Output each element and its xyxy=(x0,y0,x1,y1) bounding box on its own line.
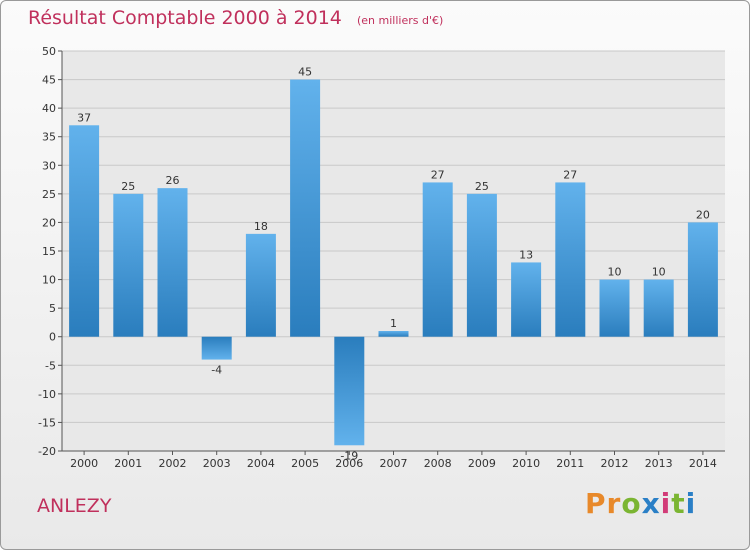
logo-letter: x xyxy=(641,487,661,520)
data-label: 20 xyxy=(696,208,710,221)
logo-letter: r xyxy=(606,487,622,520)
data-label: 13 xyxy=(519,248,533,261)
y-tick-label: 20 xyxy=(42,216,56,229)
y-tick-label: -15 xyxy=(38,416,56,429)
y-tick-label: -10 xyxy=(38,388,56,401)
logo-letter: i xyxy=(685,487,697,520)
x-tick-label: 2010 xyxy=(512,457,540,470)
x-tick-label: 2009 xyxy=(468,457,496,470)
y-tick-label: 50 xyxy=(42,45,56,58)
y-tick-label: 35 xyxy=(42,131,56,144)
chart-title: Résultat Comptable 2000 à 2014 xyxy=(28,7,342,29)
x-tick-label: 2012 xyxy=(601,457,629,470)
data-label: 45 xyxy=(298,66,312,79)
bar xyxy=(245,233,276,337)
bar xyxy=(599,279,630,337)
x-tick-label: 2000 xyxy=(70,457,98,470)
x-tick-label: 2004 xyxy=(247,457,275,470)
chart-unit: (en milliers d'€) xyxy=(356,14,444,27)
x-tick-label: 2011 xyxy=(556,457,584,470)
bar xyxy=(511,262,542,337)
x-tick-label: 2008 xyxy=(424,457,452,470)
y-tick-label: 40 xyxy=(42,102,56,115)
y-tick-label: 45 xyxy=(42,74,56,87)
x-tick-label: 2002 xyxy=(159,457,187,470)
data-label: 27 xyxy=(431,168,445,181)
bar xyxy=(157,188,188,337)
town-name: ANLEZY xyxy=(37,495,112,517)
x-tick-label: 2007 xyxy=(380,457,408,470)
y-tick-label: -20 xyxy=(38,445,56,458)
y-tick-label: 15 xyxy=(42,245,56,258)
y-tick-label: 25 xyxy=(42,188,56,201)
bar xyxy=(69,125,100,337)
data-label: -4 xyxy=(211,364,222,377)
x-tick-label: 2001 xyxy=(114,457,142,470)
bar xyxy=(378,331,409,337)
x-tick-label: 2005 xyxy=(291,457,319,470)
y-tick-label: 10 xyxy=(42,274,56,287)
bar xyxy=(290,79,321,337)
logo-letter: o xyxy=(621,487,642,520)
bar xyxy=(113,193,144,337)
logo-letter: i xyxy=(660,487,672,520)
data-label: 26 xyxy=(166,174,180,187)
data-label: 37 xyxy=(77,111,91,124)
x-tick-label: 2013 xyxy=(645,457,673,470)
bar xyxy=(201,336,232,360)
logo-letter: P xyxy=(585,487,607,520)
y-tick-label: 5 xyxy=(49,302,56,315)
bar xyxy=(555,182,586,337)
data-label: -19 xyxy=(340,449,358,462)
data-label: 25 xyxy=(121,180,135,193)
x-tick-label: 2003 xyxy=(203,457,231,470)
x-tick-label: 2006 xyxy=(335,457,363,470)
data-label: 27 xyxy=(563,168,577,181)
data-label: 1 xyxy=(390,317,397,330)
data-label: 10 xyxy=(652,266,666,279)
bar xyxy=(687,222,718,337)
data-label: 25 xyxy=(475,180,489,193)
x-tick-label: 2014 xyxy=(689,457,717,470)
data-label: 10 xyxy=(608,266,622,279)
chart-title-block: Résultat Comptable 2000 à 2014 (en milli… xyxy=(28,7,443,29)
logo-letter: t xyxy=(671,487,686,520)
bar xyxy=(466,193,497,337)
y-tick-label: -5 xyxy=(45,359,56,372)
data-label: 18 xyxy=(254,220,268,233)
y-tick-label: 0 xyxy=(49,331,56,344)
bar xyxy=(422,182,453,337)
y-tick-label: 30 xyxy=(42,159,56,172)
bar xyxy=(334,336,365,446)
bar xyxy=(643,279,674,337)
proxiti-logo: Proxiti xyxy=(585,487,696,520)
